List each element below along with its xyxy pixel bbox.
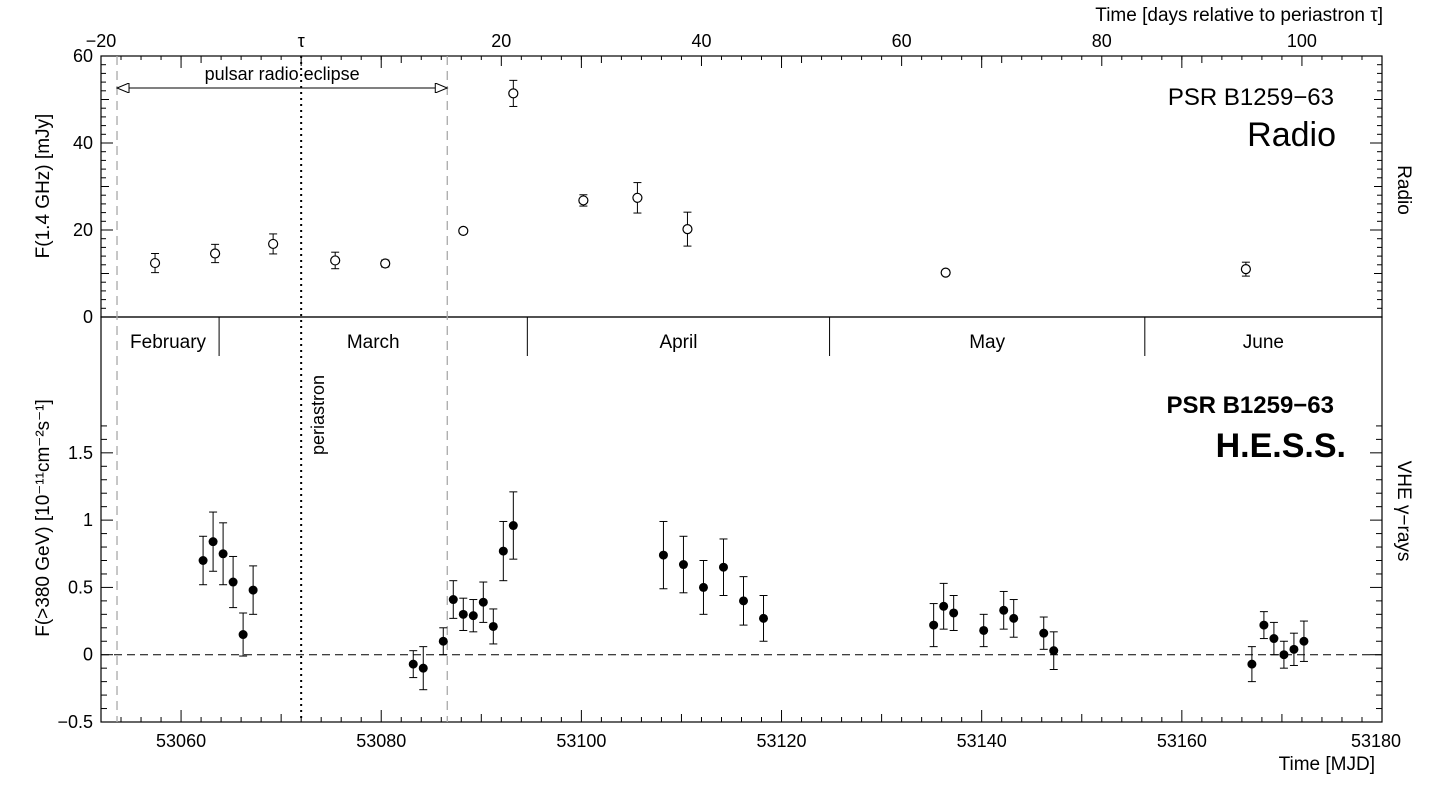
radio-source-name: PSR B1259−63 [1168, 84, 1334, 111]
hess-data-point [218, 549, 228, 559]
radio-data-point [682, 224, 693, 235]
hess-panel-title: H.E.S.S. [1216, 427, 1346, 465]
hess-data-point [228, 577, 238, 587]
hess-data-point [408, 659, 418, 669]
radio-side-label: Radio [1393, 165, 1414, 215]
radio-y-tick-label: 60 [73, 46, 93, 66]
hess-data-point [458, 609, 468, 619]
month-label-february: February [130, 332, 207, 353]
hess-data-point [1009, 613, 1019, 623]
hess-data-point [759, 613, 769, 623]
periastron-label: periastron [308, 375, 328, 455]
top-tick-label: −20 [86, 31, 117, 51]
hess-data-point [939, 601, 949, 611]
radio-panel-title: Radio [1247, 116, 1336, 154]
hess-data-point [698, 582, 708, 592]
hess-data-point [448, 595, 458, 605]
hess-data-point [478, 597, 488, 607]
hess-data-point [929, 620, 939, 630]
hess-y-tick-label: 0 [83, 645, 93, 665]
month-label-march: March [347, 332, 400, 353]
x-tick-label: 53180 [1351, 731, 1401, 751]
top-tick-label: 20 [491, 31, 511, 51]
hess-plot-frame [100, 316, 1383, 723]
hess-data-point [208, 537, 218, 547]
hess-data-point [718, 562, 728, 572]
hess-y-tick-label: 1.5 [68, 443, 93, 463]
hess-data-point [1247, 659, 1257, 669]
hess-data-point [238, 630, 248, 640]
month-strip: February March April May June [130, 317, 1284, 356]
hess-data-point [999, 605, 1009, 615]
radio-data-point [1240, 264, 1251, 275]
radio-data-point [149, 257, 161, 269]
radio-data-point [578, 195, 589, 206]
hess-data-point [498, 546, 508, 556]
hess-data-point [678, 560, 688, 570]
top-tick-label: 80 [1092, 31, 1112, 51]
axis-tick-labels: 53060 53080 53100 53120 53140 53160 53180 −20 τ 2… [57, 31, 1401, 751]
hess-data-point [1269, 634, 1279, 644]
radio-data-point [458, 225, 469, 236]
radio-data-point [632, 192, 643, 203]
hess-y-tick-label: 1 [83, 510, 93, 530]
hess-data-points [198, 491, 1309, 691]
month-label-may: May [969, 332, 1005, 353]
hess-data-point [418, 663, 428, 673]
radio-y-tick-label: 20 [73, 220, 93, 240]
radio-data-point [380, 258, 391, 269]
hess-source-name: PSR B1259−63 [1167, 392, 1334, 419]
radio-data-point [940, 267, 951, 278]
hess-data-point [1259, 620, 1269, 630]
hess-data-point [438, 636, 448, 646]
top-tick-label: 100 [1287, 31, 1317, 51]
hess-data-point [979, 625, 989, 635]
month-label-april: April [659, 332, 697, 353]
radio-y-tick-label: 40 [73, 133, 93, 153]
hess-data-point [1279, 650, 1289, 660]
x-tick-label: 53080 [356, 731, 406, 751]
axis-ticks [100, 55, 1383, 723]
radio-y-tick-label: 0 [83, 307, 93, 327]
hess-data-point [508, 521, 518, 531]
x-tick-label: 53100 [556, 731, 606, 751]
hess-data-point [468, 611, 478, 621]
radio-data-points [149, 79, 1251, 278]
x-tick-label: 53160 [1157, 731, 1207, 751]
hess-data-point [949, 608, 959, 618]
reference-lines [101, 56, 1382, 722]
x-tick-label: 53140 [957, 731, 1007, 751]
radio-data-point [209, 248, 221, 259]
radio-data-point [330, 255, 341, 266]
hess-data-point [658, 550, 668, 560]
hess-y-tick-label: 0.5 [68, 577, 93, 597]
top-tick-label: τ [298, 31, 305, 51]
radio-data-point [508, 88, 519, 99]
eclipse-label: pulsar radio eclipse [205, 64, 360, 84]
x-tick-label: 53060 [156, 731, 206, 751]
top-axis-title: Time [days relative to periastron τ] [1095, 5, 1383, 26]
hess-data-point [1039, 628, 1049, 638]
hess-y-axis-title: F(>380 GeV) [10⁻¹¹cm⁻²s⁻¹] [33, 399, 54, 637]
hess-data-point [1049, 646, 1059, 656]
hess-data-point [1289, 644, 1299, 654]
top-tick-label: 40 [691, 31, 711, 51]
hess-data-point [1299, 636, 1309, 646]
month-label-june: June [1243, 332, 1284, 353]
hess-y-tick-label: −0.5 [57, 712, 93, 732]
hess-data-point [739, 596, 749, 606]
hess-side-label: VHE γ−rays [1393, 461, 1414, 562]
hess-data-point [198, 556, 208, 565]
hess-data-point [248, 585, 258, 595]
top-tick-label: 60 [892, 31, 912, 51]
radio-y-axis-title: F(1.4 GHz) [mJy] [33, 114, 54, 259]
x-tick-label: 53120 [757, 731, 807, 751]
radio-data-point [268, 238, 279, 250]
hess-data-point [488, 621, 498, 631]
x-axis-title: Time [MJD] [1279, 754, 1375, 775]
